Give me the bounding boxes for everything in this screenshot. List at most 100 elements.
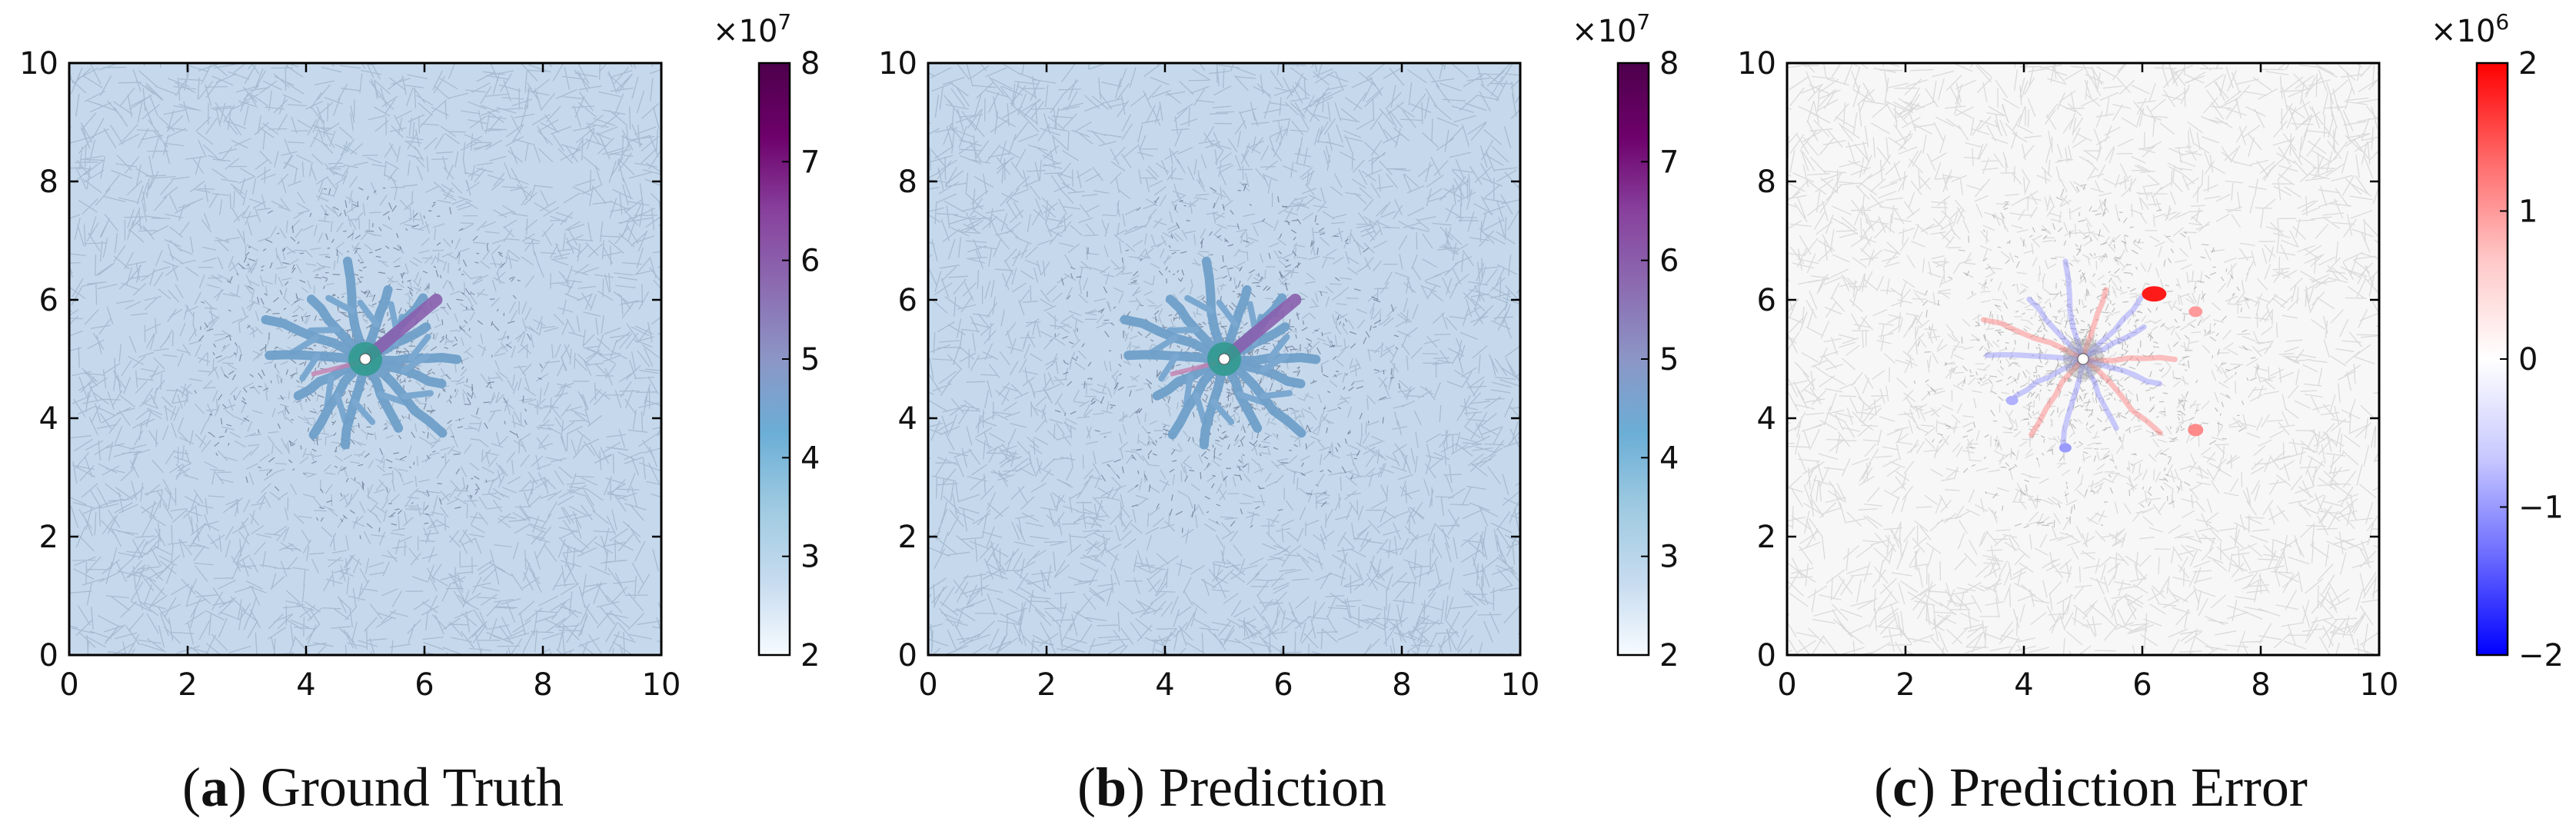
multiplier-base: ×10 [1572,14,1636,49]
colorbar-tick-label: 7 [800,145,820,180]
colorbar-tick-label: 6 [1659,244,1679,279]
colorbar-tick-label: −2 [2518,638,2564,673]
colorbar-tick-label: 5 [800,342,820,377]
y-tick-label: 0 [1757,638,1776,673]
error-spot [2188,306,2203,318]
error-trace [2060,356,2086,448]
x-tick-label: 10 [1501,667,1540,703]
plot-frame [68,62,663,657]
y-tick-label: 4 [39,401,58,437]
panel-caption: (c) Prediction Error [1874,757,2308,818]
caption-letter: a [201,757,228,818]
multiplier-base: ×10 [2431,14,2495,49]
caption-title: Ground Truth [247,757,564,818]
well-marker [1218,353,1230,365]
x-tick-label: 4 [296,667,315,703]
panel-caption: (a) Ground Truth [182,757,564,818]
caption-paren: ( [1077,757,1096,818]
error-spot [2058,443,2072,453]
y-tick-label: 6 [1757,283,1776,318]
mesh-lines [1787,63,2379,655]
y-tick-label: 10 [19,46,58,81]
fracture-sub-branch [408,334,431,361]
multiplier-exponent: 7 [777,9,791,35]
mesh-lines [928,63,1520,655]
colorbar-tick-label: −1 [2518,490,2564,526]
x-tick-label: 8 [533,667,552,703]
colorbar-tick-label: 4 [800,441,820,476]
x-tick-label: 2 [1037,667,1056,703]
caption-title: Prediction [1145,757,1386,818]
colorbar-multiplier: ×107 [713,9,791,49]
x-tick-label: 0 [918,667,937,703]
error-trace [2080,356,2162,387]
colorbar-tick-label: 5 [1659,342,1679,377]
error-trace [2080,324,2147,362]
fracture-sub-branch [377,391,409,406]
error-trace [2080,356,2119,431]
well-marker [2077,353,2089,365]
fracture-sub-branch [299,353,321,382]
caption-paren: ( [1874,757,1892,818]
y-tick-label: 8 [39,165,58,200]
y-tick-label: 0 [39,638,58,673]
colorbar-multiplier: ×106 [2431,9,2509,49]
caption-paren: ) [1127,757,1145,818]
error-trace [2080,287,2109,362]
y-tick-label: 4 [898,401,917,437]
fracture-sub-branch [1183,374,1193,407]
y-tick-label: 10 [1737,46,1776,81]
x-tick-label: 2 [1895,667,1915,703]
colorbar-tick-label: 1 [2518,195,2538,230]
x-tick-label: 8 [2251,667,2270,703]
error-trace [2026,296,2086,362]
error-spot [2005,395,2019,405]
fracture-sub-branch [290,334,319,355]
fracture-sub-branch [401,353,431,374]
error-trace [2080,356,2163,436]
fracture-sub-branch [1216,299,1239,328]
y-tick-label: 8 [898,165,917,200]
y-tick-label: 4 [1757,401,1776,437]
fracture-sub-branch [357,299,380,328]
colorbar-tick-label: 2 [2518,46,2538,81]
fracture-sub-branch [1260,353,1290,374]
colorbar-tick-label: 7 [1659,145,1679,180]
plot-area [928,63,1520,655]
fracture-sub-branch [1184,294,1214,314]
x-tick-label: 0 [1777,667,1796,703]
fracture-sub-branch [1260,390,1293,400]
fracture-sub-branch [351,398,376,425]
x-tick-label: 6 [414,667,434,703]
panel-caption: (b) Prediction [1077,757,1386,818]
error-trace [1984,351,2086,362]
y-tick-label: 0 [898,638,917,673]
fracture-sub-branch [1236,391,1268,406]
x-tick-label: 4 [2014,667,2033,703]
x-tick-label: 6 [2132,667,2152,703]
y-tick-label: 6 [898,283,917,318]
fracture-sub-branch [1166,327,1200,334]
error-trace [2062,258,2086,362]
y-tick-label: 6 [39,283,58,318]
colorbar-tick-label: 3 [800,540,820,575]
x-tick-label: 0 [59,667,78,703]
x-tick-label: 4 [1155,667,1174,703]
colorbar-multiplier: ×107 [1572,9,1650,49]
caption-paren: ( [182,757,201,818]
error-peak-positive [2142,286,2167,302]
x-tick-label: 10 [642,667,681,703]
fracture-sub-branch [324,374,334,407]
colorbar-tick-label: 0 [2518,342,2538,377]
x-tick-label: 8 [1392,667,1411,703]
colorbar-tick-label: 8 [1659,46,1679,81]
error-trace [1981,317,2086,362]
caption-title: Prediction Error [1935,757,2308,818]
x-tick-label: 6 [1273,667,1293,703]
fracture-sub-branch [1266,334,1290,361]
fracture-sub-branch [325,294,355,314]
fracture-sub-branch [1210,398,1235,425]
